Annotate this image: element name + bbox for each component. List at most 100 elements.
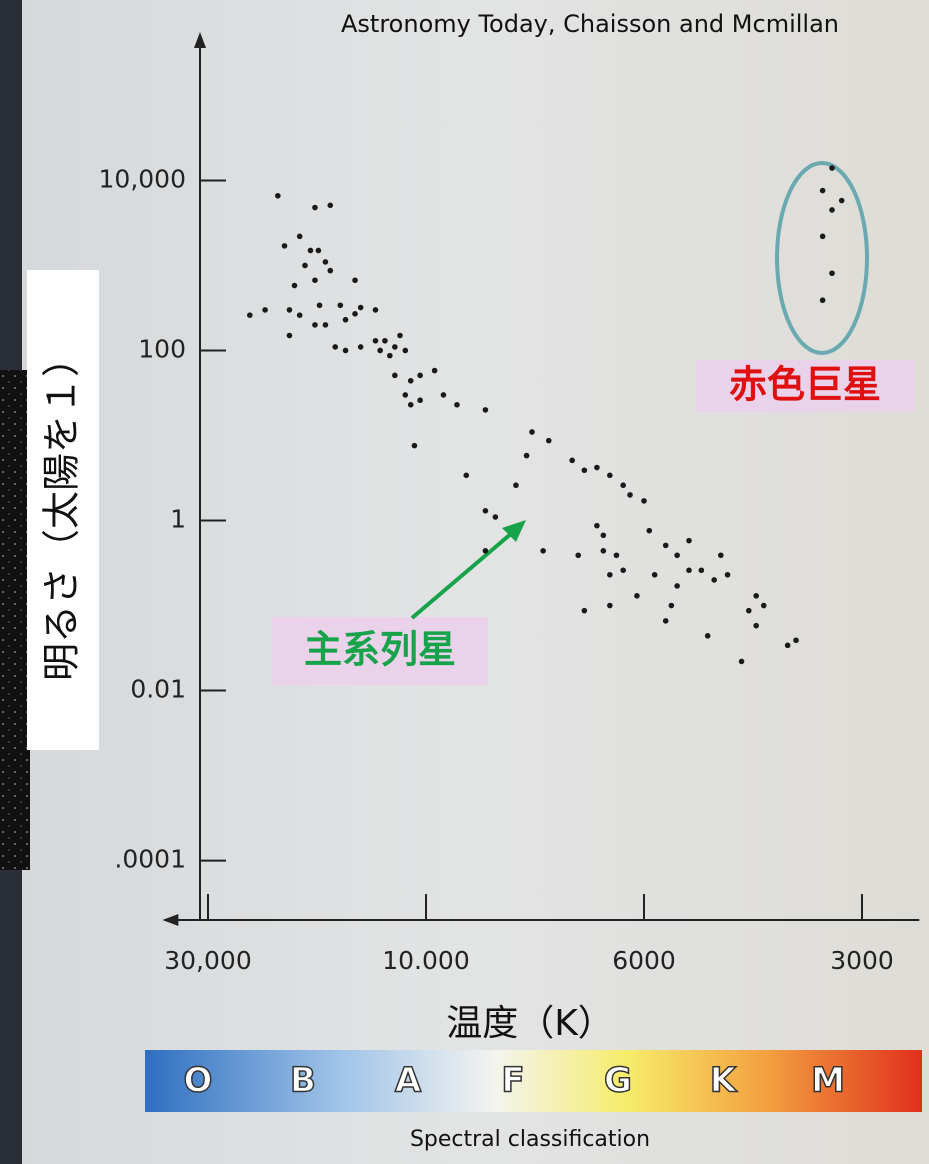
star-point — [482, 508, 489, 514]
star-point — [829, 270, 835, 277]
spectral-label: Spectral classification — [410, 1127, 650, 1152]
star-point — [686, 537, 692, 544]
arrow-head — [502, 520, 526, 542]
star-point — [357, 344, 364, 350]
star-point — [286, 332, 293, 339]
star-point — [417, 372, 423, 379]
star-point — [275, 192, 281, 199]
star-point — [322, 259, 329, 265]
star-point — [838, 197, 845, 204]
x-tick-label: 30,000 — [164, 946, 251, 975]
star-point — [760, 602, 767, 609]
star-point — [247, 312, 253, 318]
star-point — [482, 548, 489, 554]
star-point — [322, 322, 329, 328]
star-point — [296, 233, 303, 240]
star-point — [594, 522, 600, 529]
star-point — [262, 307, 268, 313]
y-axis-arrow — [194, 32, 206, 48]
star-point — [662, 542, 669, 549]
star-point — [402, 392, 409, 398]
star-point — [382, 337, 388, 344]
spectral-class: F — [501, 1061, 524, 1101]
annotation-box — [696, 360, 914, 412]
star-point — [540, 548, 546, 554]
starfield — [0, 370, 30, 870]
star-point — [620, 567, 626, 574]
star-point — [569, 457, 575, 464]
star-point — [302, 262, 308, 269]
star-point — [407, 401, 414, 408]
x-tick-label: 10.000 — [382, 946, 469, 975]
star-point — [711, 577, 717, 583]
x-tick-label: 6000 — [612, 946, 676, 975]
star-point — [581, 467, 588, 474]
spectral-class: A — [395, 1061, 422, 1101]
star-point — [600, 548, 607, 554]
star-point — [307, 247, 314, 254]
star-point — [745, 607, 752, 614]
y-tick-label: .0001 — [114, 845, 186, 874]
star-point — [315, 247, 322, 254]
spectral-class: K — [710, 1061, 738, 1101]
star-point — [646, 527, 653, 534]
source: Astronomy Today, Chaisson and Mcmillan — [341, 10, 839, 38]
star-point — [698, 567, 705, 574]
star-point — [387, 352, 393, 359]
star-point — [662, 618, 669, 624]
star-point — [392, 344, 398, 350]
star-point — [738, 658, 745, 665]
spectral-class: O — [184, 1061, 213, 1101]
star-point — [513, 482, 519, 489]
x-axis-arrow — [162, 914, 179, 926]
star-point — [352, 311, 358, 317]
red-giant-ring — [775, 161, 869, 355]
star-point — [607, 472, 613, 479]
y-tick-label: 10,000 — [99, 164, 186, 193]
star-point — [627, 492, 633, 498]
star-point — [620, 482, 626, 489]
scanned-page — [22, 0, 929, 1164]
star-point — [545, 437, 552, 444]
annotation-box — [272, 617, 488, 685]
y-tick-label: 0.01 — [130, 675, 186, 704]
star-point — [784, 642, 791, 649]
y-axis-label: 明るさ（太陽を１） — [40, 339, 84, 681]
star-point — [581, 607, 588, 614]
star-point — [372, 337, 379, 344]
star-point — [337, 302, 344, 309]
star-point — [704, 633, 711, 639]
star-point — [651, 571, 658, 578]
y-label-box — [27, 270, 99, 750]
x-tick-label: 3000 — [830, 946, 894, 975]
star-point — [417, 397, 423, 404]
star-point — [357, 304, 364, 311]
star-point — [431, 367, 438, 374]
star-point — [575, 552, 582, 559]
y-tick-label: 1 — [170, 505, 186, 534]
star-point — [529, 429, 535, 435]
star-point — [829, 207, 835, 213]
spectral-class: B — [290, 1061, 316, 1101]
star-point — [674, 552, 680, 559]
star-point — [411, 442, 418, 449]
star-point — [819, 233, 826, 240]
star-point — [613, 552, 620, 559]
star-point — [397, 332, 403, 339]
star-point — [724, 571, 731, 578]
star-point — [492, 514, 499, 520]
star-point — [342, 316, 349, 323]
star-point — [718, 552, 724, 559]
star-point — [829, 165, 835, 171]
star-point — [793, 637, 799, 644]
star-point — [291, 282, 298, 289]
star-point — [342, 347, 349, 354]
star-point — [327, 202, 334, 209]
star-point — [523, 452, 530, 459]
y-tick-label: 100 — [138, 334, 186, 363]
star-point — [377, 347, 383, 354]
star-point — [440, 392, 447, 398]
annotation: 赤色巨星 — [729, 363, 881, 407]
star-point — [296, 312, 303, 318]
